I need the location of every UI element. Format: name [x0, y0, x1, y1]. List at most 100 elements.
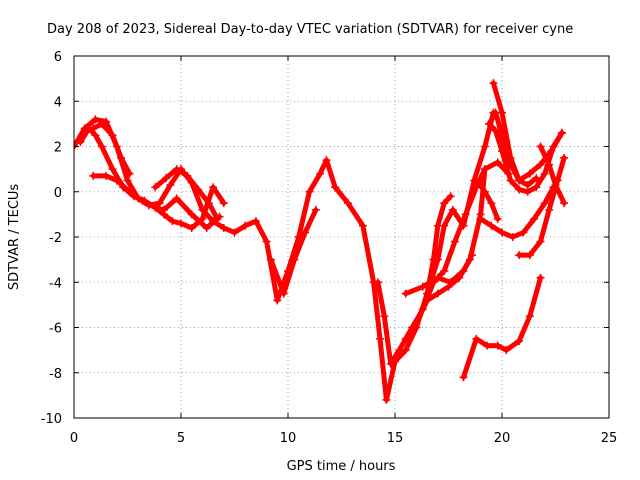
data-point: [536, 160, 545, 169]
data-point: [358, 221, 367, 230]
data-point: [536, 142, 545, 151]
data-point: [97, 119, 106, 128]
data-point: [423, 296, 432, 305]
data-point: [433, 289, 442, 298]
data-point: [480, 142, 489, 151]
data-point: [187, 223, 196, 232]
data-point: [487, 199, 496, 208]
data-point: [530, 214, 539, 223]
data-point: [373, 278, 382, 287]
data-point: [472, 176, 481, 185]
data-point: [480, 187, 489, 196]
data-point: [112, 176, 121, 185]
data-point: [446, 192, 455, 201]
y-tick-label: 6: [54, 50, 62, 65]
data-point: [108, 131, 117, 140]
data-point: [125, 169, 134, 178]
data-point: [506, 176, 515, 185]
data-point: [290, 255, 299, 264]
data-point: [532, 183, 541, 192]
series-arc7: [375, 159, 511, 367]
series-arc16: [486, 121, 565, 195]
data-point: [159, 205, 168, 214]
data-point: [515, 337, 524, 346]
data-series: [74, 79, 569, 404]
data-point: [523, 180, 532, 189]
data-point: [172, 165, 181, 174]
data-point: [168, 217, 177, 226]
data-point: [485, 119, 494, 128]
data-point: [515, 251, 524, 260]
data-point: [376, 334, 385, 343]
data-point: [465, 255, 474, 264]
data-point: [89, 171, 98, 180]
y-tick-label: 2: [54, 141, 62, 156]
grid: [74, 56, 609, 418]
x-tick-label: 20: [494, 431, 511, 446]
data-point: [487, 221, 496, 230]
data-point: [194, 185, 203, 194]
data-point: [401, 334, 410, 343]
data-point: [209, 183, 218, 192]
data-point: [493, 158, 502, 167]
data-point: [76, 137, 85, 146]
data-point: [557, 128, 566, 137]
data-point: [498, 228, 506, 237]
data-point: [305, 187, 314, 196]
data-point: [219, 199, 228, 208]
data-point: [138, 196, 147, 205]
data-point: [423, 289, 432, 298]
axis-ticks: 0 5 10 15 20 25 -10 -8 -6 -4 -2 0 2 4 6: [41, 50, 618, 446]
y-axis-label: SDTVAR / TECUs: [7, 184, 22, 291]
data-point: [273, 296, 282, 305]
data-point: [549, 183, 558, 192]
data-point: [386, 359, 395, 368]
data-point: [536, 237, 545, 246]
data-point: [202, 223, 211, 232]
data-point: [166, 180, 175, 189]
data-point: [444, 282, 453, 291]
data-point: [433, 221, 442, 230]
x-tick-label: 15: [387, 431, 404, 446]
data-point: [204, 199, 213, 208]
data-point: [549, 142, 558, 151]
data-point: [472, 334, 481, 343]
data-point: [459, 373, 468, 382]
x-tick-label: 5: [177, 431, 185, 446]
data-point: [440, 266, 449, 275]
series-arc14: [538, 144, 567, 206]
data-point: [401, 289, 410, 298]
data-point: [266, 255, 275, 264]
data-point: [89, 124, 98, 133]
y-tick-label: -8: [49, 367, 62, 382]
y-tick-label: -2: [49, 231, 62, 246]
data-point: [540, 169, 549, 178]
data-point: [219, 223, 228, 232]
data-point: [418, 282, 427, 291]
data-point: [187, 210, 196, 219]
data-point: [489, 79, 498, 88]
data-point: [545, 205, 554, 214]
data-point: [91, 115, 100, 124]
data-point: [177, 219, 185, 228]
data-point: [155, 199, 164, 208]
x-tick-label: 0: [70, 431, 78, 446]
chart-title: Day 208 of 2023, Sidereal Day-to-day VTE…: [47, 22, 573, 37]
data-point: [331, 183, 340, 192]
data-point: [183, 171, 192, 180]
data-point: [480, 165, 489, 174]
data-point: [508, 233, 517, 241]
data-point: [251, 217, 260, 226]
data-point: [102, 117, 111, 126]
data-point: [123, 176, 132, 185]
data-point: [461, 210, 470, 219]
data-point: [532, 174, 541, 183]
data-point: [502, 346, 511, 355]
data-point: [382, 395, 391, 404]
data-point: [536, 273, 545, 282]
data-point: [316, 169, 325, 178]
series-arc15: [461, 275, 543, 380]
data-point: [91, 131, 100, 140]
data-point: [525, 169, 534, 178]
